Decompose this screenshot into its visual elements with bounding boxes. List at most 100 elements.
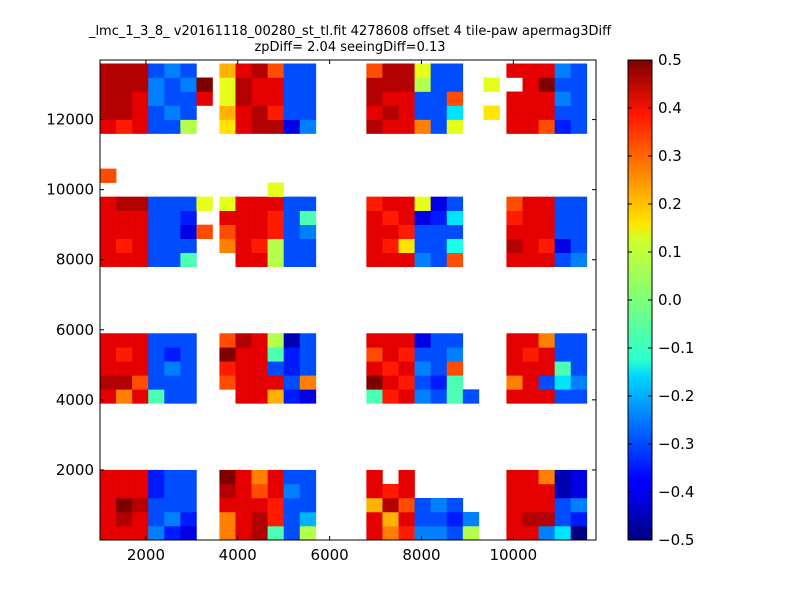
heatmap-cell <box>116 525 133 541</box>
plot-frame <box>99 59 597 541</box>
heatmap-cell <box>116 389 133 404</box>
heatmap-cell <box>235 511 252 527</box>
heatmap-cell <box>148 375 165 390</box>
heatmap-cell <box>554 196 572 211</box>
heatmap-cell <box>398 511 415 527</box>
heatmap-cell <box>506 224 523 239</box>
heatmap-cell <box>251 347 268 362</box>
heatmap-cell <box>382 375 399 390</box>
heatmap-cell <box>132 361 149 376</box>
heatmap-cell <box>430 389 448 404</box>
heatmap-cell <box>283 525 301 541</box>
heatmap-cell <box>196 91 213 106</box>
heatmap-cell <box>148 333 165 348</box>
heatmap-cell <box>235 347 252 362</box>
heatmap-cell <box>235 333 252 348</box>
heatmap-cell <box>554 389 572 404</box>
heatmap-cell <box>267 224 284 239</box>
heatmap-cell <box>100 511 117 527</box>
heatmap-cell <box>430 497 448 513</box>
heatmap-cell <box>414 196 431 211</box>
heatmap-cell <box>251 119 268 134</box>
heatmap-cell <box>283 497 301 513</box>
heatmap-cell <box>538 483 555 499</box>
heatmap-cell <box>522 497 539 513</box>
heatmap-cell <box>366 63 383 78</box>
heatmap-cell <box>570 525 588 541</box>
heatmap-cell <box>414 511 431 527</box>
heatmap-cell <box>251 77 268 92</box>
heatmap-cell <box>100 389 117 404</box>
colorbar-axis: 0.5 0.4 0.3 0.2 0.1 0.0 −0.1 −0.2 −0.3 −0.4 −0.5 <box>628 51 694 549</box>
heatmap-cell <box>164 375 181 390</box>
heatmap-cell <box>164 196 181 211</box>
heatmap-cell <box>100 333 117 348</box>
heatmap-cell <box>132 252 149 268</box>
heatmap-cell <box>100 224 117 239</box>
heatmap-cell <box>570 469 588 485</box>
heatmap-cell <box>570 497 588 513</box>
x-axis: 2000 4000 6000 8000 10000 <box>127 60 537 564</box>
heatmap-cell <box>414 63 431 78</box>
heatmap-cell <box>522 105 539 120</box>
heatmap-cell <box>366 119 383 134</box>
heatmap-cell <box>148 389 165 404</box>
heatmap-cell <box>116 361 133 376</box>
heatmap-cell <box>446 252 464 268</box>
heatmap-cell <box>283 224 301 239</box>
heatmap-cell <box>366 238 383 253</box>
heatmap-cell <box>382 105 399 120</box>
heatmap-cell <box>506 119 523 134</box>
heatmap-cell <box>180 252 197 268</box>
heatmap-cell <box>180 389 197 404</box>
heatmap-cell <box>382 361 399 376</box>
heatmap-cell <box>299 105 317 120</box>
heatmap-cell <box>196 224 213 239</box>
heatmap-cell <box>148 77 165 92</box>
heatmap-cell <box>570 63 588 78</box>
heatmap-cell <box>100 77 117 92</box>
heatmap-cell <box>100 252 117 268</box>
heatmap-cell <box>132 389 149 404</box>
heatmap-cell <box>132 210 149 225</box>
heatmap-cell <box>570 389 588 404</box>
heatmap-cell <box>219 497 236 513</box>
x-tick-label: 8000 <box>402 546 440 564</box>
colorbar-tick-label: −0.2 <box>658 387 694 405</box>
heatmap-cell <box>538 119 555 134</box>
heatmap-cell <box>196 77 213 92</box>
heatmap-cell <box>430 63 448 78</box>
heatmap-cell <box>506 210 523 225</box>
heatmap-cell <box>366 347 383 362</box>
heatmap-cell <box>506 105 523 120</box>
heatmap-cell <box>299 119 317 134</box>
heatmap-cell <box>554 119 572 134</box>
heatmap-cell <box>180 469 197 485</box>
heatmap-cell <box>235 91 252 106</box>
heatmap-cells <box>100 63 588 541</box>
heatmap-cell <box>430 196 448 211</box>
heatmap-cell <box>382 497 399 513</box>
x-tick-label: 10000 <box>489 546 537 564</box>
heatmap-cell <box>430 238 448 253</box>
heatmap-cell <box>164 91 181 106</box>
heatmap-cell <box>100 105 117 120</box>
heatmap-cell <box>132 77 149 92</box>
heatmap-cell <box>570 196 588 211</box>
heatmap-cell <box>283 119 301 134</box>
heatmap-cell <box>267 361 284 376</box>
heatmap-cell <box>251 196 268 211</box>
heatmap-cell <box>522 224 539 239</box>
heatmap-cell <box>267 182 284 197</box>
heatmap-cell <box>180 497 197 513</box>
heatmap-cell <box>100 483 117 499</box>
heatmap-cell <box>283 238 301 253</box>
heatmap-cell <box>554 252 572 268</box>
chart-title-line1: _lmc_1_3_8_ v20161118_00280_st_tl.fit 42… <box>88 24 612 39</box>
heatmap-cell <box>235 77 252 92</box>
heatmap-cell <box>148 105 165 120</box>
heatmap-cell <box>132 497 149 513</box>
heatmap-cell <box>283 91 301 106</box>
heatmap-cell <box>251 469 268 485</box>
heatmap-cell <box>100 210 117 225</box>
